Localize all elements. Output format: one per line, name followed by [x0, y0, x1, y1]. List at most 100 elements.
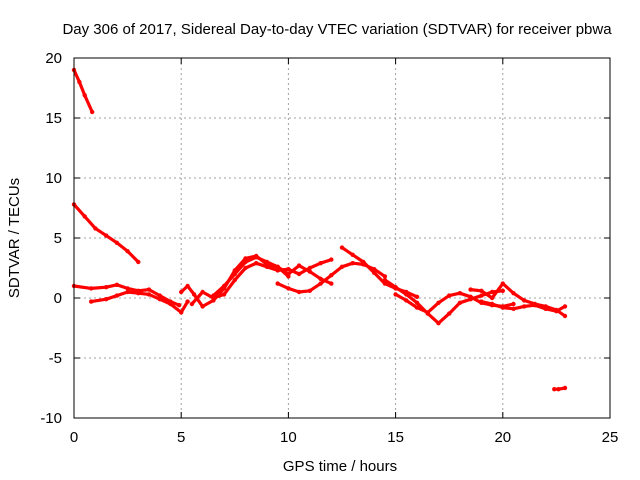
data-point: [296, 263, 302, 268]
data-point: [489, 295, 495, 301]
data-point: [350, 252, 355, 257]
data-point: [243, 256, 248, 261]
data-point: [318, 276, 323, 281]
data-point: [479, 288, 484, 293]
data-point: [339, 245, 345, 250]
data-point: [562, 313, 568, 319]
data-point: [500, 281, 505, 286]
data-point: [393, 292, 398, 297]
data-point: [89, 299, 94, 304]
data-point: [329, 273, 334, 278]
data-point: [254, 255, 259, 260]
data-point: [200, 304, 205, 309]
data-point: [221, 292, 227, 297]
x-tick-label: 20: [494, 429, 511, 446]
y-tick-label: 20: [45, 50, 62, 67]
data-series: [71, 67, 568, 392]
data-point: [489, 301, 495, 307]
data-point: [436, 321, 441, 326]
data-point: [89, 286, 94, 291]
data-point: [554, 309, 559, 314]
x-tick-label: 15: [387, 429, 404, 446]
data-point: [296, 289, 302, 295]
data-point: [136, 259, 141, 265]
data-point: [404, 292, 409, 297]
data-point: [243, 259, 248, 265]
data-point: [489, 289, 495, 295]
y-tick-label: 5: [54, 230, 62, 247]
data-point: [275, 281, 280, 286]
data-point: [382, 277, 388, 283]
series-track-d: [89, 290, 190, 314]
data-point: [146, 287, 152, 292]
data-point: [104, 233, 109, 238]
data-point: [221, 283, 227, 289]
y-tick-label: 10: [45, 170, 62, 187]
y-axis-label: SDTVAR / TECUs: [6, 178, 23, 298]
data-point: [157, 293, 162, 298]
data-point: [232, 271, 237, 277]
data-point: [382, 274, 388, 279]
data-point: [457, 300, 463, 305]
data-point: [179, 310, 184, 315]
data-point: [82, 214, 87, 219]
axis-ticks: 0 5 10 15 20 25 -10 -5 0 5 10 15 20: [40, 50, 618, 446]
x-tick-label: 5: [177, 429, 185, 446]
data-point: [468, 287, 473, 292]
data-point: [191, 292, 197, 297]
data-point: [447, 293, 452, 298]
chart-title: Day 306 of 2017, Sidereal Day-to-day VTE…: [62, 21, 612, 38]
data-point: [104, 297, 109, 302]
data-point: [114, 240, 120, 245]
x-tick-label: 25: [602, 429, 619, 446]
x-axis-label: GPS time / hours: [283, 458, 397, 475]
data-point: [414, 294, 420, 299]
data-point: [468, 294, 473, 299]
data-point: [414, 300, 420, 305]
data-point: [532, 303, 538, 308]
data-point: [125, 286, 130, 291]
data-point: [511, 301, 516, 307]
data-point: [157, 297, 162, 302]
data-point: [200, 289, 205, 295]
data-point: [264, 259, 270, 265]
y-tick-label: -10: [40, 410, 62, 427]
data-point: [425, 310, 430, 315]
data-point: [307, 269, 312, 274]
data-point: [339, 264, 345, 269]
data-point: [447, 311, 452, 316]
data-point: [436, 300, 441, 305]
data-point: [479, 293, 484, 298]
data-point: [522, 298, 527, 303]
data-point: [286, 271, 291, 277]
data-point: [500, 305, 505, 310]
data-point: [243, 265, 248, 271]
data-point: [457, 291, 463, 296]
data-point: [125, 249, 130, 254]
data-point: [286, 286, 291, 291]
data-point: [179, 289, 184, 295]
data-point: [393, 285, 398, 290]
y-tick-label: 15: [45, 110, 62, 127]
data-point: [500, 288, 505, 293]
data-point: [77, 79, 82, 85]
data-point: [176, 303, 182, 308]
series-track-a: [72, 68, 94, 114]
data-point: [146, 292, 152, 297]
data-point: [254, 261, 259, 266]
x-tick-label: 10: [280, 429, 297, 446]
data-point: [414, 305, 420, 310]
y-tick-label: 0: [54, 290, 62, 307]
grid: [73, 57, 611, 419]
data-point: [189, 301, 195, 307]
data-point: [329, 281, 334, 286]
data-point: [211, 293, 216, 298]
data-point: [185, 283, 190, 289]
data-point: [562, 304, 568, 309]
data-point: [136, 291, 141, 296]
data-point: [372, 270, 377, 275]
data-point: [479, 299, 484, 304]
data-point: [511, 291, 516, 296]
data-point: [543, 306, 548, 311]
